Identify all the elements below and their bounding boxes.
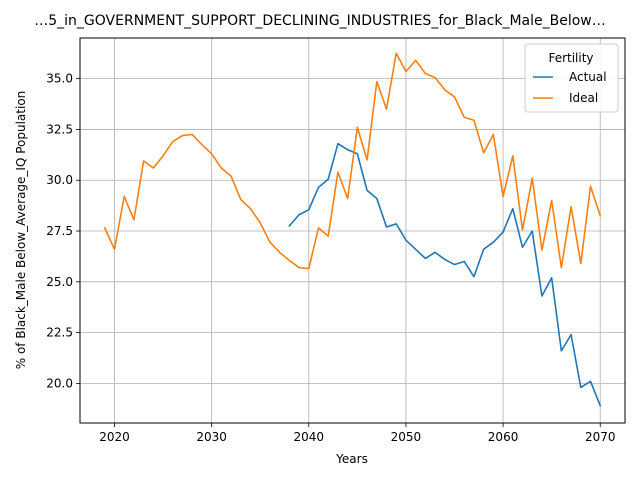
y-tick-label: 20.0 (46, 376, 73, 390)
x-tick-label: 2050 (391, 430, 422, 444)
y-tick-label: 27.5 (46, 224, 73, 238)
y-tick-label: 25.0 (46, 275, 73, 289)
x-tick-label: 2060 (488, 430, 519, 444)
series-line-actual (288, 142, 602, 407)
legend-title: Fertility (548, 51, 593, 65)
legend: Fertility Actual Ideal (524, 43, 619, 113)
x-tick-label: 2040 (294, 430, 325, 444)
y-tick-label: 32.5 (46, 122, 73, 136)
legend-label-ideal: Ideal (569, 91, 598, 105)
chart-title: …5_in_GOVERNMENT_SUPPORT_DECLINING_INDUS… (34, 13, 605, 29)
plot-area-frame (79, 37, 626, 424)
legend-label-actual: Actual (569, 70, 607, 84)
series-lines (103, 52, 602, 407)
x-tick-label: 2020 (99, 430, 130, 444)
legend-box (524, 43, 619, 113)
y-axis-ticks: 20.0 22.5 25.0 27.5 30.0 32.5 35.0 (46, 72, 80, 390)
y-axis-label: % of Black_Male Below_Average_IQ Populat… (14, 91, 28, 370)
y-tick-label: 35.0 (46, 72, 73, 86)
x-axis-ticks: 2020 2030 2040 2050 2060 2070 (99, 423, 616, 444)
x-axis-label: Years (335, 452, 368, 466)
x-tick-label: 2070 (585, 430, 616, 444)
y-tick-label: 22.5 (46, 326, 73, 340)
y-tick-label: 30.0 (46, 173, 73, 187)
x-tick-label: 2030 (196, 430, 227, 444)
series-line-ideal (103, 52, 602, 270)
